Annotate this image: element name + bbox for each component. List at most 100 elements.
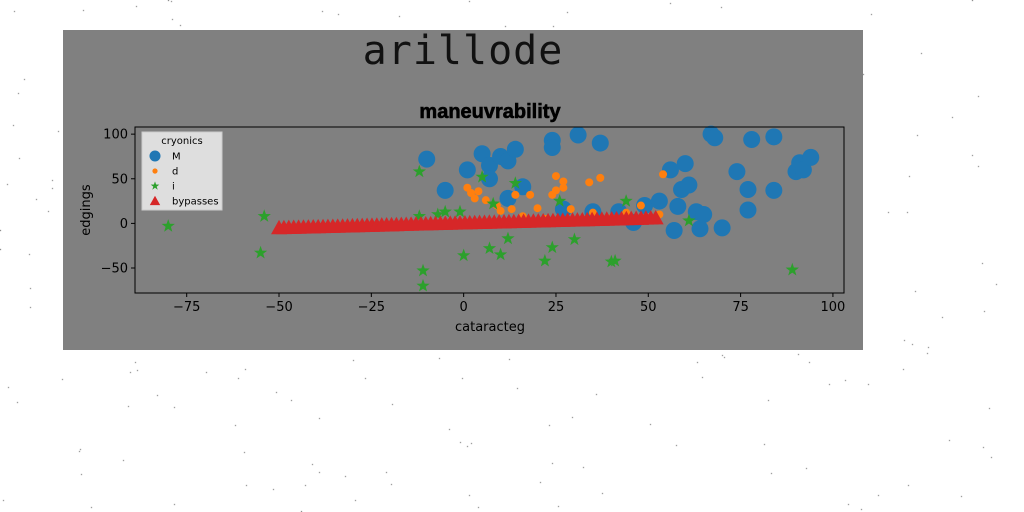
legend-label: M <box>172 152 181 163</box>
data-point <box>765 181 783 199</box>
data-point <box>567 232 582 246</box>
legend-marker <box>150 181 160 190</box>
data-point <box>511 190 520 199</box>
chart-title: maneuvrability <box>419 101 561 123</box>
legend-label: bypasses <box>172 197 219 208</box>
legend-label: i <box>172 182 175 193</box>
data-point <box>457 248 471 262</box>
data-point <box>458 161 476 179</box>
data-point <box>713 219 731 237</box>
data-point <box>659 170 668 179</box>
data-point <box>496 206 505 215</box>
x-axis-label: cataracteg <box>455 320 525 335</box>
x-tick-label: 0 <box>460 300 468 315</box>
y-tick-label: 0 <box>120 217 128 232</box>
data-point <box>436 181 454 199</box>
data-point <box>596 173 605 182</box>
data-point <box>682 213 696 227</box>
y-axis-label: edgings <box>79 184 94 236</box>
data-point <box>453 204 467 218</box>
legend-marker <box>149 195 161 206</box>
data-point <box>501 231 515 245</box>
data-point <box>585 178 594 187</box>
legend-marker <box>149 150 161 162</box>
axis-ticks: −75 −50 −25 0 25 50 75 100 −50 0 50 100 <box>101 128 846 315</box>
data-point <box>508 176 522 189</box>
data-point <box>695 205 713 223</box>
data-point <box>486 196 500 210</box>
x-tick-label: −50 <box>265 300 292 315</box>
data-point <box>493 247 508 261</box>
figure-heading: arillode <box>362 28 564 74</box>
data-point <box>545 240 559 254</box>
y-tick-label: −50 <box>101 262 128 277</box>
data-point <box>412 209 426 222</box>
data-point <box>739 180 757 198</box>
y-tick-label: 50 <box>111 172 128 187</box>
data-point <box>481 170 498 188</box>
data-point <box>533 204 542 213</box>
legend-title: cryonics <box>161 136 202 147</box>
data-point <box>802 148 820 166</box>
data-point <box>794 161 812 179</box>
y-tick-label: 100 <box>103 128 128 143</box>
data-point <box>604 254 618 268</box>
data-point <box>416 278 430 292</box>
data-point <box>765 128 783 146</box>
data-point <box>739 201 757 219</box>
data-point <box>785 262 799 276</box>
x-tick-label: 100 <box>821 300 846 315</box>
data-point <box>161 219 175 232</box>
legend-item-M: M <box>149 150 181 163</box>
data-point <box>470 194 479 203</box>
x-tick-label: 50 <box>640 300 657 315</box>
legend-item-bypasses: bypasses <box>149 195 219 208</box>
data-point <box>619 194 633 207</box>
data-point <box>743 130 761 148</box>
data-point <box>647 210 664 225</box>
data-point <box>482 241 497 254</box>
data-point <box>566 205 575 214</box>
data-point <box>559 177 568 186</box>
legend-item-d: d <box>152 167 178 178</box>
data-point <box>431 207 445 221</box>
data-point <box>506 140 524 158</box>
data-point <box>706 129 724 147</box>
series-bypasses <box>271 210 664 235</box>
data-point <box>676 155 694 173</box>
data-point <box>438 204 452 218</box>
legend-items: Mdi bypasses <box>149 150 219 208</box>
data-point <box>418 150 436 168</box>
legend-marker <box>152 168 158 174</box>
axes-frame <box>134 126 845 294</box>
data-point <box>507 205 516 214</box>
series-i <box>161 164 799 292</box>
data-point <box>412 164 426 178</box>
data-point <box>636 201 645 210</box>
data-point <box>569 126 587 144</box>
data-point <box>474 187 483 196</box>
data-point <box>475 170 489 183</box>
data-point <box>691 220 709 238</box>
data-point <box>551 172 560 181</box>
data-point <box>559 183 568 192</box>
data-point <box>526 190 535 199</box>
legend-item-i: i <box>150 181 175 193</box>
data-point <box>253 245 268 259</box>
data-point <box>665 222 683 240</box>
legend: cryonics Mdi bypasses <box>141 131 223 211</box>
x-tick-label: 25 <box>548 300 565 315</box>
data-point <box>551 186 560 195</box>
data-point <box>608 253 622 267</box>
data-point <box>669 197 687 215</box>
data-point <box>416 263 430 277</box>
data-point <box>591 134 609 152</box>
plot-marks <box>161 125 820 292</box>
data-point <box>543 139 561 157</box>
data-point <box>553 194 567 207</box>
data-point <box>728 163 746 181</box>
x-tick-label: −25 <box>358 300 385 315</box>
legend-label: d <box>172 167 178 178</box>
data-point <box>257 209 271 222</box>
